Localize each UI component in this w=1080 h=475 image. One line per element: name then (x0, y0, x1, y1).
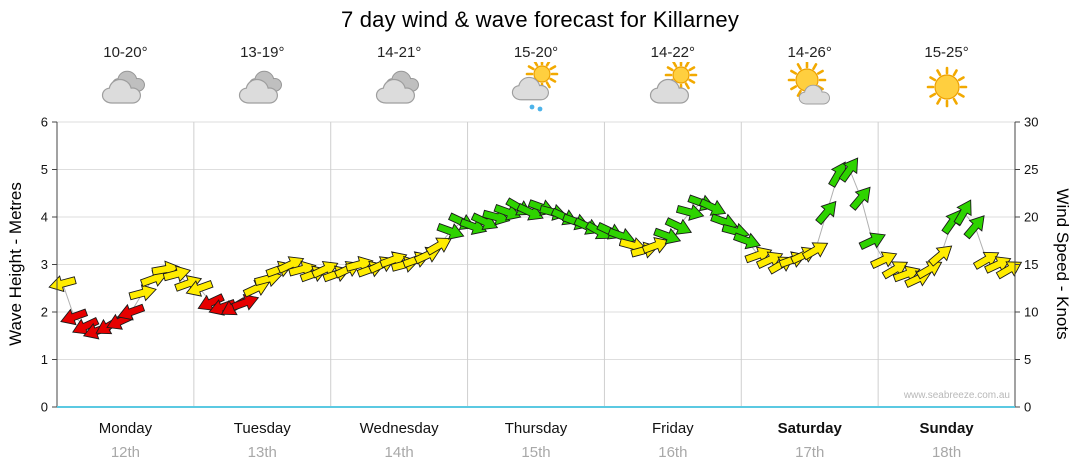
wind-arrow (311, 261, 339, 279)
day-label: Saturday (777, 420, 842, 437)
weather-icon-sun-small-cloud (782, 60, 838, 114)
wind-arrow (928, 245, 953, 267)
wind-arrow (482, 208, 511, 226)
right-axis-tick-label: 15 (1024, 257, 1038, 272)
wind-arrow (972, 251, 1000, 270)
weather-icon-graphic (102, 70, 146, 104)
weather-icon-graphic (511, 57, 559, 112)
wind-arrow (425, 237, 452, 256)
wind-arrow (892, 265, 921, 283)
wind-arrow (117, 303, 146, 321)
wind-arrow (276, 256, 305, 274)
day-label: Friday (652, 420, 694, 437)
wind-arrow (801, 242, 829, 261)
weather-icon-graphic (239, 70, 283, 104)
day-temp-range: 14-21° (376, 44, 422, 61)
day-date: 18th (931, 444, 962, 461)
left-axis-tick-label: 2 (41, 305, 48, 320)
wind-arrow (675, 203, 705, 221)
weather-icon-graphic (787, 60, 830, 105)
day-label: Monday (98, 420, 153, 437)
wind-arrow (185, 279, 214, 297)
wind-arrow (197, 293, 225, 311)
right-axis-tick-label: 10 (1024, 305, 1038, 320)
day-temp-range: 13-19° (240, 44, 285, 61)
right-axis-tick-label: 0 (1024, 400, 1031, 415)
day-temp-range: 14-26° (787, 44, 832, 61)
wind-arrow (869, 251, 898, 270)
weather-icon-sun-cloud (645, 58, 701, 114)
weather-icon-sun-cloud-rain (508, 57, 564, 114)
day-label: Thursday (504, 420, 568, 437)
wind-arrow (815, 200, 837, 226)
day-temp-range: 15-25° (924, 44, 969, 61)
wind-arrow (641, 237, 670, 254)
wind-arrow (698, 198, 727, 216)
wind-arrow (493, 203, 522, 221)
wind-arrow (915, 261, 943, 280)
wind-arrow (858, 232, 886, 251)
wind-arrow (881, 261, 909, 280)
page-title: 7 day wind & wave forecast for Killarney (340, 7, 740, 32)
right-axis-tick-label: 20 (1024, 210, 1038, 225)
wind-arrow (162, 265, 192, 283)
weather-icon-sunny (919, 62, 975, 114)
left-axis-tick-label: 0 (41, 400, 48, 415)
day-label: Sunday (919, 420, 974, 437)
weather-icon-cloudy (371, 62, 427, 114)
day-temp-range: 14-22° (650, 44, 696, 61)
weather-icon-graphic (926, 66, 967, 108)
wind-arrow (231, 294, 260, 311)
wind-arrow (436, 222, 465, 240)
wind-arrow (838, 157, 859, 183)
wind-arrow (128, 284, 157, 302)
day-temp-range: 10-20° (103, 44, 148, 61)
watermark: www.seabreeze.com.au (903, 390, 1010, 401)
day-label: Wednesday (359, 420, 439, 437)
left-axis-tick-label: 3 (41, 257, 48, 272)
day-label: Tuesday (233, 420, 291, 437)
wind-arrow (48, 275, 77, 293)
left-axis-tick-label: 5 (41, 162, 48, 177)
wind-arrow (459, 218, 488, 235)
right-axis-tick-label: 5 (1024, 352, 1031, 367)
weather-icon-cloudy (97, 62, 153, 114)
day-temp-range: 15-20° (513, 44, 559, 61)
wind-arrow (379, 251, 408, 269)
wind-arrow (653, 227, 682, 245)
wind-arrow (984, 256, 1012, 274)
day-date: 15th (521, 444, 551, 461)
weather-icon-graphic (649, 58, 698, 104)
day-date: 12th (110, 444, 141, 461)
wind-arrow (664, 217, 693, 235)
wind-arrow (72, 316, 100, 335)
wind-arrow (963, 215, 985, 240)
wind-arrow (953, 199, 972, 226)
right-axis-tick-label: 25 (1024, 162, 1038, 177)
day-date: 17th (795, 444, 825, 461)
left-axis-tick-label: 1 (41, 352, 48, 367)
wind-arrow (849, 186, 871, 211)
wind-arrow (60, 308, 89, 326)
weather-icon-graphic (376, 70, 420, 104)
weather-icon-cloudy (234, 62, 290, 114)
left-axis-tick-label: 4 (41, 210, 48, 225)
wind-arrow (516, 202, 544, 221)
day-date: 16th (658, 444, 688, 461)
right-axis-tick-label: 30 (1024, 115, 1038, 130)
wind-arrow (755, 251, 784, 270)
left-axis-tick-label: 6 (41, 115, 48, 130)
wind-arrow (744, 246, 773, 264)
day-date: 14th (384, 444, 414, 461)
day-date: 13th (247, 444, 277, 461)
wind-arrow (732, 232, 761, 250)
